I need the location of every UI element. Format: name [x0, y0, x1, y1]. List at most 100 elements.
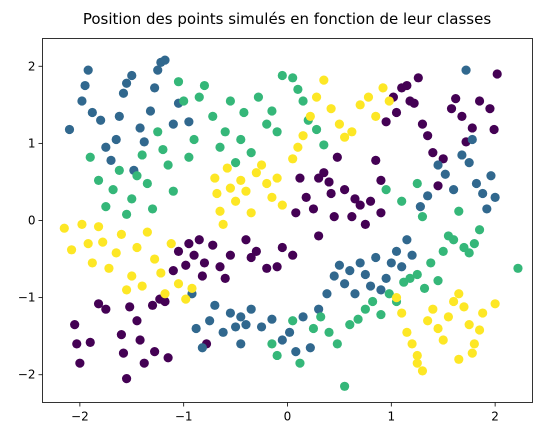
data-point-class-1 — [490, 192, 500, 202]
data-point-class-1 — [486, 171, 496, 181]
data-point-class-0 — [319, 168, 329, 178]
data-point-class-2 — [208, 111, 218, 121]
data-point-class-1 — [150, 83, 160, 93]
data-point-class-2 — [316, 312, 326, 322]
data-point-class-3 — [215, 206, 225, 216]
data-point-class-0 — [168, 266, 178, 276]
data-point-class-2 — [417, 212, 428, 222]
data-point-class-1 — [415, 202, 425, 212]
data-point-class-1 — [334, 260, 345, 270]
data-point-class-1 — [461, 65, 471, 75]
data-point-class-2 — [438, 246, 448, 256]
data-point-class-3 — [454, 354, 464, 364]
data-point-class-2 — [142, 178, 152, 189]
data-point-class-3 — [371, 111, 381, 121]
data-point-class-1 — [433, 160, 443, 170]
data-point-class-1 — [482, 204, 492, 214]
data-point-class-1 — [145, 106, 156, 116]
data-point-class-2 — [85, 152, 95, 162]
data-point-class-0 — [376, 208, 386, 218]
data-point-class-0 — [72, 339, 82, 349]
data-point-class-0 — [215, 262, 225, 272]
data-point-class-3 — [272, 173, 282, 183]
data-point-class-1 — [236, 339, 246, 349]
data-point-class-2 — [293, 84, 303, 94]
data-point-class-0 — [402, 80, 412, 91]
data-point-class-0 — [262, 263, 272, 273]
data-point-class-2 — [353, 314, 363, 324]
data-point-class-2 — [419, 283, 430, 293]
data-point-class-0 — [135, 335, 145, 345]
data-point-class-0 — [381, 117, 391, 127]
data-point-class-0 — [208, 240, 218, 250]
data-point-class-0 — [332, 152, 342, 162]
data-point-class-0 — [199, 258, 210, 268]
data-point-class-0 — [355, 200, 365, 210]
data-point-class-3 — [127, 271, 137, 281]
data-point-class-1 — [457, 150, 467, 160]
data-point-class-3 — [267, 192, 277, 202]
data-point-class-1 — [77, 96, 87, 106]
data-point-class-1 — [168, 119, 178, 129]
data-point-class-2 — [412, 178, 422, 189]
data-point-class-1 — [135, 123, 145, 133]
data-point-class-3 — [433, 323, 443, 334]
data-point-class-3 — [137, 281, 147, 291]
data-point-class-3 — [98, 237, 108, 247]
data-point-class-1 — [184, 117, 194, 127]
data-point-class-1 — [291, 347, 301, 357]
data-point-class-1 — [381, 273, 391, 283]
y-tick-label: 0 — [28, 214, 36, 228]
data-point-class-3 — [132, 242, 142, 253]
data-point-class-3 — [142, 227, 152, 237]
data-point-class-0 — [485, 104, 495, 114]
data-point-class-3 — [222, 163, 232, 173]
x-axis-ticks: −2 −1 0 1 2 — [71, 402, 499, 424]
data-point-class-2 — [412, 269, 422, 280]
data-point-class-3 — [225, 183, 235, 193]
data-point-class-1 — [340, 279, 350, 289]
data-point-class-2 — [405, 273, 415, 283]
data-point-class-1 — [314, 304, 324, 314]
data-point-class-2 — [513, 263, 523, 273]
data-point-class-1 — [121, 78, 132, 88]
data-point-class-2 — [225, 96, 235, 106]
data-point-class-2 — [381, 185, 391, 195]
data-point-class-2 — [474, 225, 485, 235]
x-tick-label: 1 — [387, 410, 395, 424]
data-point-class-3 — [288, 154, 298, 164]
data-point-class-2 — [384, 289, 394, 299]
data-point-class-0 — [241, 235, 251, 245]
data-point-class-2 — [239, 107, 249, 118]
data-point-class-2 — [272, 350, 282, 361]
x-tick-label: 0 — [284, 410, 292, 424]
data-point-class-0 — [489, 124, 499, 135]
data-point-class-2 — [199, 80, 210, 91]
data-point-class-3 — [251, 168, 261, 178]
data-point-class-2 — [262, 119, 272, 129]
data-point-class-2 — [426, 258, 436, 268]
data-point-class-0 — [326, 188, 336, 199]
data-point-class-3 — [391, 293, 402, 303]
data-point-class-1 — [191, 323, 201, 334]
data-point-class-0 — [132, 316, 142, 326]
data-point-class-2 — [101, 202, 111, 212]
y-tick-label: −1 — [18, 291, 36, 305]
data-point-class-2 — [311, 124, 322, 135]
data-point-class-2 — [189, 134, 199, 145]
data-point-class-1 — [267, 314, 277, 324]
data-point-class-1 — [329, 271, 339, 281]
data-point-class-2 — [324, 327, 334, 337]
data-point-class-0 — [413, 73, 423, 83]
data-point-class-1 — [139, 137, 149, 147]
data-point-class-3 — [66, 245, 77, 255]
data-point-class-1 — [376, 285, 386, 295]
data-point-class-0 — [365, 196, 376, 206]
data-point-class-1 — [345, 266, 355, 276]
data-point-class-1 — [471, 178, 482, 189]
data-point-class-0 — [474, 96, 485, 106]
data-point-class-1 — [305, 343, 315, 353]
data-point-class-2 — [308, 323, 319, 334]
